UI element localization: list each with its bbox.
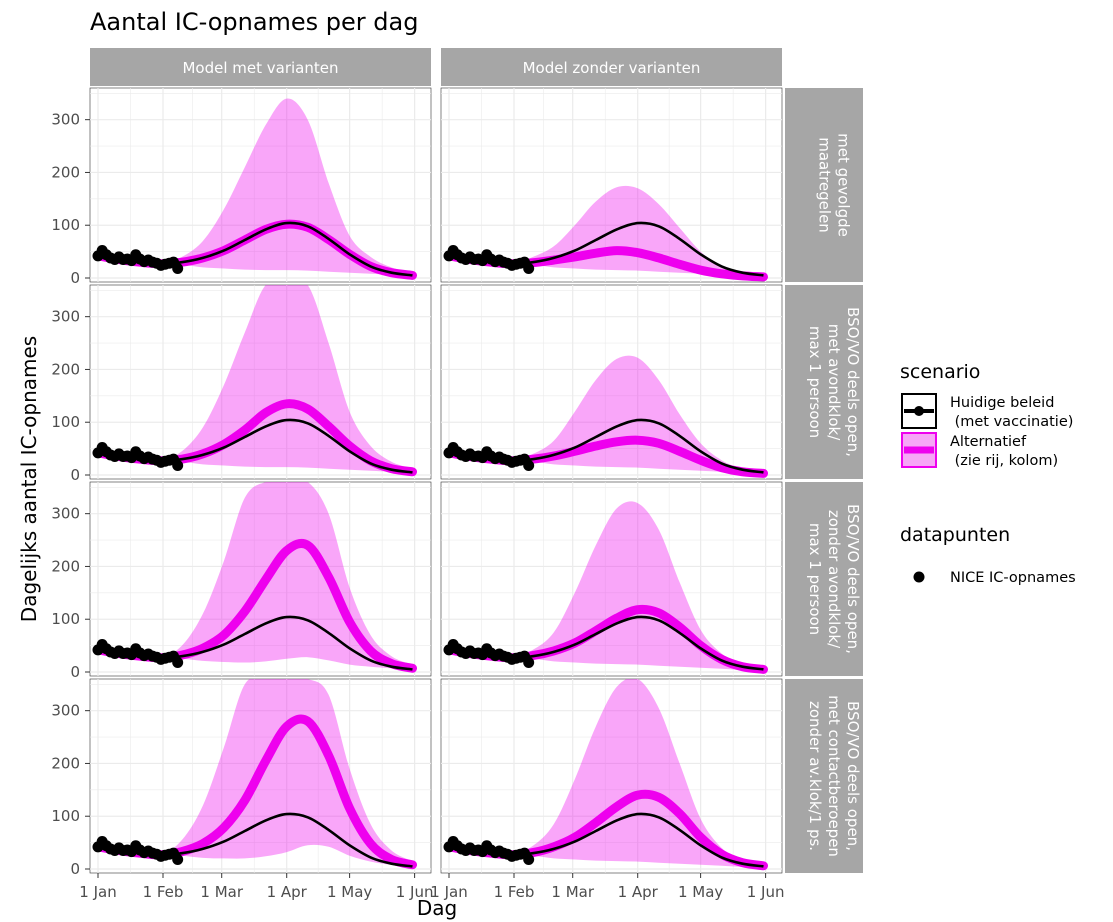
row-strip-label: BSO/VO deels open,	[844, 504, 862, 654]
y-tick-label: 0	[70, 466, 80, 484]
y-tick-label: 300	[51, 505, 80, 523]
observed-point	[523, 854, 535, 865]
y-tick-label: 0	[70, 860, 80, 878]
x-tick-label: 1 Jun	[396, 883, 434, 901]
y-tick-label: 200	[51, 557, 80, 575]
y-tick-label: 200	[51, 360, 80, 378]
observed-point	[172, 657, 184, 668]
observed-point	[172, 263, 184, 274]
row-strip-label: BSO/VO deels open,	[844, 701, 862, 851]
panel-background	[440, 678, 783, 874]
y-tick-label: 300	[51, 111, 80, 129]
legend-baseline-label-1: Huidige beleid	[950, 395, 1054, 411]
facet-panel	[440, 481, 783, 677]
facet-panel	[440, 87, 783, 283]
row-strip	[785, 88, 863, 282]
column-strip-label: Model met varianten	[182, 59, 338, 77]
facet-panel: 0 100 200 300 1 Jan 1 Feb 1 Mar 1 Apr 1 May 1 Jun	[51, 678, 433, 901]
y-tick-label: 200	[51, 163, 80, 181]
panel-series	[443, 679, 768, 871]
row-strip	[785, 482, 863, 676]
legend: scenario Huidige beleid (met vaccinatie)…	[900, 361, 1076, 586]
x-axis-label: Dag	[417, 896, 457, 920]
panel-series	[92, 679, 417, 870]
panel-background	[89, 284, 432, 480]
x-tick-label: 1 Mar	[200, 883, 243, 901]
row-strip	[785, 285, 863, 479]
row-strip-label: BSO/VO deels open,	[844, 307, 862, 457]
uncertainty-band	[449, 185, 764, 277]
row-strip-label: max 1 persoon	[806, 326, 824, 438]
facet-panel: 1 Jan 1 Feb 1 Mar 1 Apr 1 May 1 Jun	[430, 678, 784, 901]
legend-observed-label: NICE IC-opnames	[950, 570, 1076, 586]
legend-key-observed	[913, 571, 925, 583]
panel-series	[92, 482, 417, 673]
panel-background	[89, 87, 432, 283]
y-tick-label: 100	[51, 216, 80, 234]
panel-series	[443, 185, 768, 282]
row-strip-label: zonder av.klok/1 ps.	[806, 701, 824, 851]
row-strip-label: max 1 persoon	[806, 523, 824, 635]
column-strip	[441, 48, 782, 86]
legend-baseline-label-2: (met vaccinatie)	[950, 414, 1073, 430]
x-tick-label: 1 Jan	[430, 883, 467, 901]
legend-data-title: datapunten	[900, 524, 1010, 546]
column-strip-label: Model zonder varianten	[523, 59, 701, 77]
y-tick-label: 100	[51, 413, 80, 431]
panel-series	[92, 98, 417, 280]
panel-series	[92, 285, 417, 477]
x-tick-label: 1 May	[327, 883, 372, 901]
facet-panel: 0 100 200 300	[51, 284, 432, 484]
uncertainty-band	[98, 98, 413, 276]
panel-background	[89, 481, 432, 677]
observed-point	[523, 657, 535, 668]
legend-alternative-label-1: Alternatief	[950, 434, 1027, 450]
facet-panel: 0 100 200 300	[51, 481, 432, 681]
panel-background	[440, 481, 783, 677]
row-strip-label: met avondklok/	[825, 324, 843, 441]
y-tick-label: 0	[70, 269, 80, 287]
x-tick-label: 1 Apr	[267, 883, 308, 901]
observed-point	[172, 854, 184, 865]
row-strip	[785, 679, 863, 873]
row-strip-label: met gevolgde	[835, 133, 853, 237]
row-strip-label: met contactberoepen	[825, 695, 843, 857]
y-tick-label: 300	[51, 308, 80, 326]
panel-series	[443, 501, 768, 674]
uncertainty-band	[98, 482, 413, 670]
facet-panel: 0 100 200 300	[51, 87, 432, 287]
y-tick-label: 100	[51, 610, 80, 628]
y-tick-label: 100	[51, 807, 80, 825]
y-tick-label: 200	[51, 754, 80, 772]
uncertainty-band	[449, 355, 764, 474]
legend-alternative-label-2: (zie rij, kolom)	[950, 453, 1058, 469]
observed-point	[523, 263, 535, 274]
legend-key-baseline-dot	[914, 406, 924, 416]
x-tick-label: 1 May	[678, 883, 723, 901]
x-tick-label: 1 Mar	[551, 883, 594, 901]
legend-scenario-title: scenario	[900, 361, 980, 383]
x-tick-label: 1 Apr	[618, 883, 659, 901]
column-strip	[90, 48, 431, 86]
observed-point	[523, 460, 535, 471]
observed-point	[172, 460, 184, 471]
x-tick-label: 1 Jun	[747, 883, 785, 901]
y-axis-label: Dagelijks aantal IC-opnames	[17, 336, 41, 622]
chart-title: Aantal IC-opnames per dag	[90, 8, 418, 36]
panel-series	[443, 355, 768, 478]
x-tick-label: 1 Feb	[494, 883, 535, 901]
row-strip-label: maatregelen	[816, 137, 834, 233]
facet-panel	[440, 284, 783, 480]
y-tick-label: 0	[70, 663, 80, 681]
x-tick-label: 1 Feb	[143, 883, 184, 901]
row-strip-label: zonder avondklok/	[825, 510, 843, 649]
x-tick-label: 1 Jan	[79, 883, 116, 901]
facet-panels: Model met varianten Model zonder variante…	[51, 48, 863, 901]
y-tick-label: 300	[51, 702, 80, 720]
